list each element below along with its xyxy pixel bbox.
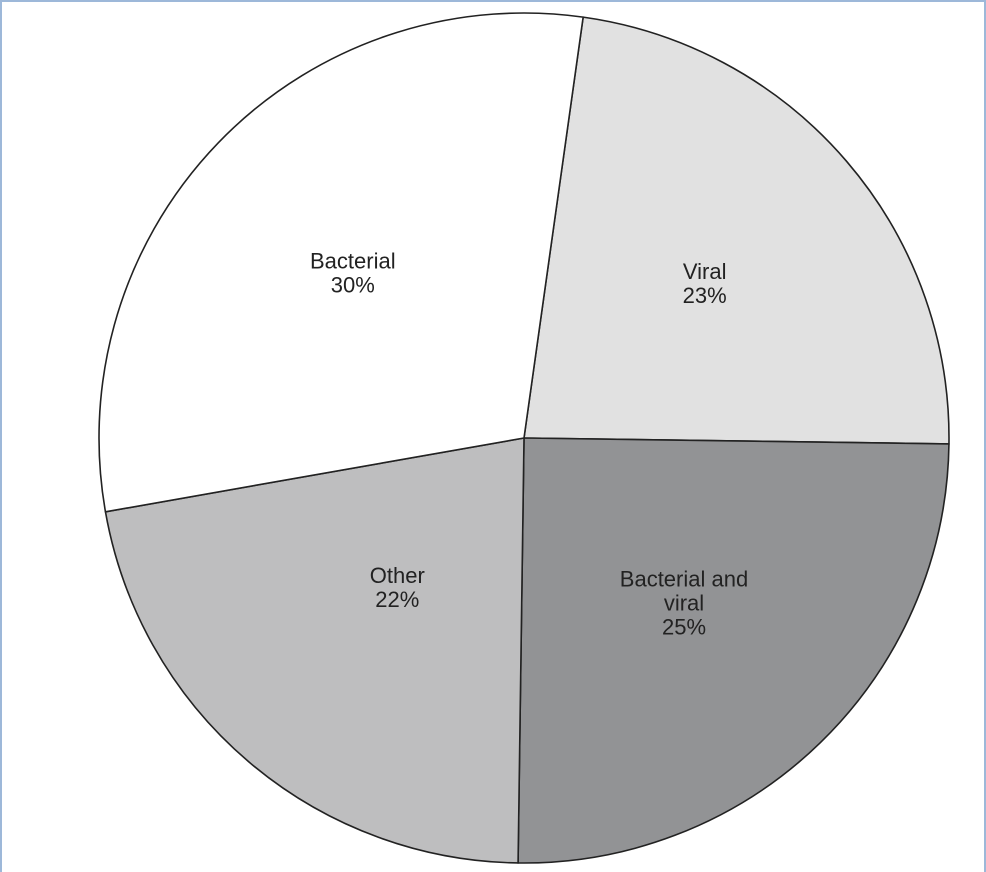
pie-category-label: Viral bbox=[683, 259, 727, 284]
pie-value-label: 30% bbox=[331, 273, 375, 298]
pie-category-label: viral bbox=[664, 591, 704, 616]
pie-value-label: 22% bbox=[375, 587, 419, 612]
pie-value-label: 25% bbox=[662, 615, 706, 640]
pie-category-label: Bacterial and bbox=[620, 567, 748, 592]
pie-slice-bacterial-and-viral bbox=[517, 437, 950, 864]
pie-slice-bacterial bbox=[98, 12, 584, 513]
pie-label-viral: Viral 23% bbox=[683, 259, 727, 308]
pie-slices bbox=[98, 12, 950, 864]
pie-category-label: Other bbox=[370, 563, 425, 588]
pie-value-label: 23% bbox=[683, 283, 727, 308]
pie-slice-other bbox=[104, 437, 525, 864]
pie-label-bacterial-and-viral: Bacterial and viral 25% bbox=[620, 567, 748, 640]
pie-labels: Viral 23% Bacterial and viral 25% Other 22% Bac… bbox=[310, 249, 748, 640]
pie-label-other: Other 22% bbox=[370, 563, 425, 612]
pie-label-bacterial: Bacterial 30% bbox=[310, 249, 396, 298]
pie-slice-viral bbox=[523, 16, 950, 445]
pie-category-label: Bacterial bbox=[310, 249, 396, 274]
